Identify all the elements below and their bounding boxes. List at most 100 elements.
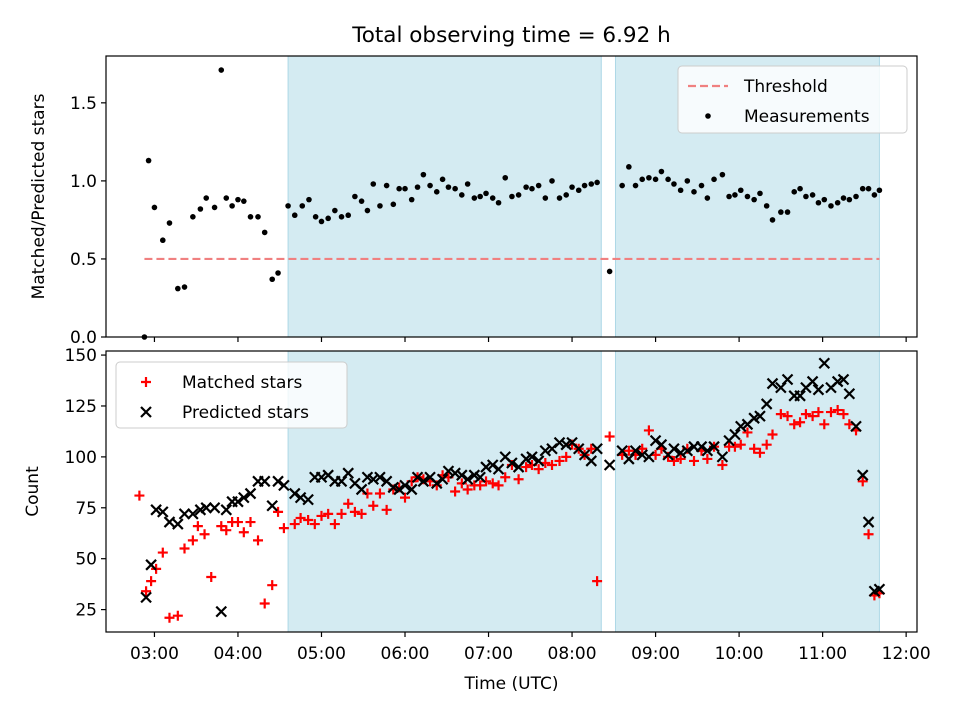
matched-stars-marker [323,508,334,519]
measurement-point [529,185,535,192]
matched-stars-marker [533,464,544,475]
matched-stars-marker [643,425,654,436]
measurement-point [556,195,563,201]
predicted-stars-marker [200,502,213,514]
y-tick-label: 125 [65,397,97,417]
predicted-stars-marker [532,455,545,467]
matched-stars-marker [675,453,686,464]
measurement-point [732,192,738,198]
measurement-point [840,195,847,201]
matched-stars-marker [481,476,492,487]
measurement-point [229,203,235,209]
predicted-stars-marker [238,491,250,504]
predicted-stars-marker [430,477,443,490]
matched-stars-marker [146,576,157,587]
predicted-stars-marker [850,420,862,433]
measurement-point [865,185,872,192]
predicted-stars-marker [708,440,720,453]
measurement-point [352,193,358,200]
measurement-point [390,201,397,208]
predicted-stars-marker [456,469,468,481]
predicted-stars-marker [272,475,284,488]
matched-stars-marker [368,500,379,511]
x-tick-label: 10:00 [715,644,764,664]
matched-stars-marker [278,523,289,534]
matched-stars-marker [493,480,504,491]
x-tick-label: 08:00 [548,644,597,664]
y-tick-label: 1.0 [70,172,97,192]
predicted-stars-marker [812,383,825,396]
measurement-point [291,212,298,219]
measurement-point [420,171,427,178]
predicted-stars-marker [506,457,518,469]
matched-stars-marker [554,455,565,466]
matched-stars-marker [199,529,210,540]
legend-label: Measurements [744,107,870,127]
matched-stars-marker [795,417,806,428]
matched-stars-marker [381,504,392,515]
predicted-stars-marker [172,518,184,530]
measurement-point [175,285,181,292]
measurement-point [606,268,613,275]
measurement-point [377,203,383,209]
measurement-point [464,181,471,187]
measurement-point [797,185,803,192]
predicted-stars-marker [806,375,819,388]
matched-stars-marker [767,429,778,440]
measurement-point [414,184,421,190]
measurement-point [151,204,158,211]
measurement-point [509,193,515,200]
matched-stars-marker [141,586,152,597]
predicted-stars-marker [480,461,492,473]
y-tick-label: 0.5 [70,250,97,270]
predicted-stars-marker [781,373,794,386]
matched-stars-marker [245,517,256,528]
predicted-stars-marker [486,459,499,471]
matched-stars-marker [462,484,473,495]
x-tick-label: 04:00 [213,644,262,664]
matched-stars-marker [134,490,145,501]
measurement-point [588,181,595,187]
predicted-stars-marker [266,499,278,512]
measurement-point [159,237,166,244]
measurement-point [325,215,331,222]
predicted-stars-marker [837,373,850,386]
x-tick-label: 03:00 [130,644,179,664]
matched-stars-marker [343,498,354,509]
matched-stars-marker [832,405,843,416]
predicted-stars-marker [244,487,257,500]
predicted-stars-marker [367,473,380,486]
measurement-point [285,203,291,209]
matched-stars-marker [309,519,320,530]
matched-stars-marker [561,451,572,462]
measurement-point [684,178,691,184]
matched-stars-marker [754,447,765,458]
matched-stars-marker [800,409,811,420]
matched-stars-marker [192,521,203,532]
measurement-point [575,187,582,194]
measurement-point [542,195,549,201]
matched-stars-marker [172,610,183,621]
predicted-stars-marker [215,605,228,618]
measurement-point [345,212,352,219]
predicted-stars-marker [794,390,806,402]
measurement-point [549,178,555,184]
predicted-stars-marker [856,469,869,481]
y-tick-label: 25 [75,601,97,621]
predicted-stars-marker [232,495,244,508]
y-tick-label: 0.0 [70,328,97,348]
predicted-stars-marker [417,475,430,488]
matched-stars-marker [303,515,314,526]
predicted-stars-marker [553,436,566,449]
predicted-stars-marker [442,465,455,477]
measurement-point [459,192,465,198]
measurement-point [471,195,478,201]
predicted-stars-marker [145,559,157,571]
measurement-point [859,185,866,192]
measurement-point [569,184,575,190]
measurement-point [711,176,717,183]
matched-stars-marker [863,529,874,540]
predicted-stars-marker [411,471,424,484]
measurement-point [871,192,878,198]
axes-frame [105,55,918,338]
